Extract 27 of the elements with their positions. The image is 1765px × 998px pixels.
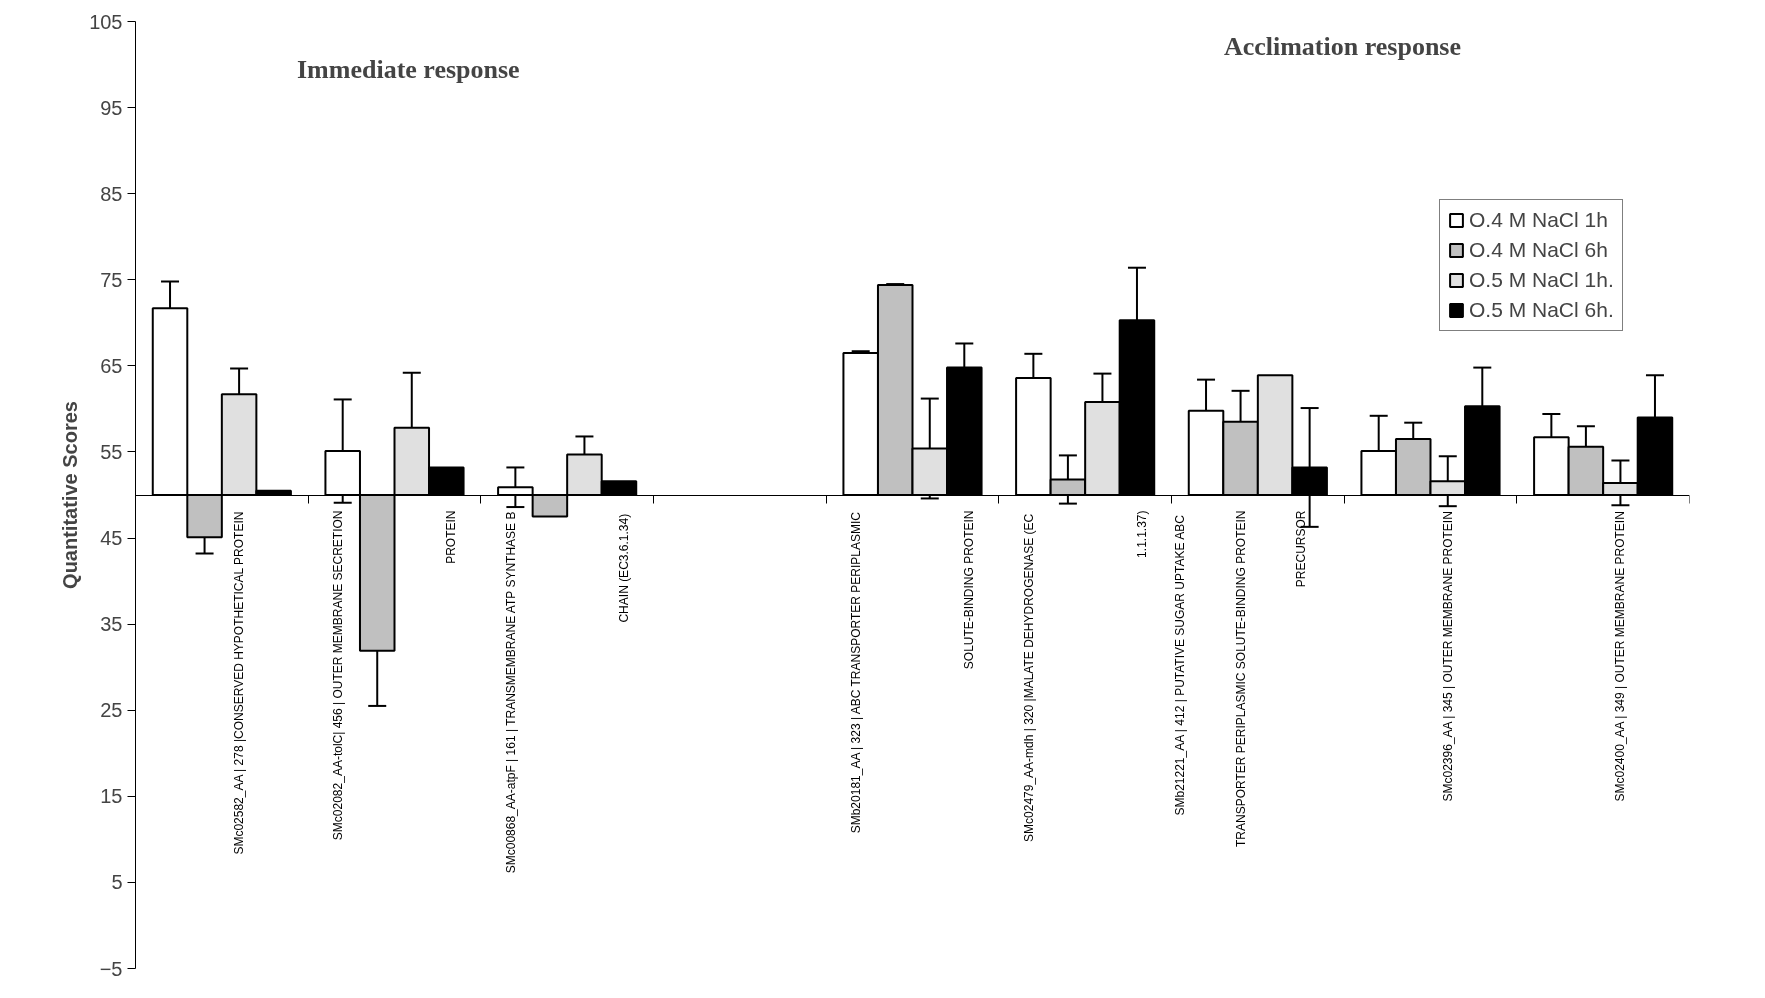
y-tick-label: 85 xyxy=(100,182,123,205)
legend-label: O.4 M NaCl 1h xyxy=(1469,208,1608,232)
y-tick-label: 55 xyxy=(100,440,123,463)
category-label: SMc00868_AA-atpF | 161 | TRANSMEMBRANE ATP SYNTHASE B CHAIN (EC3.6.1.34) xyxy=(503,511,631,874)
y-tick-label: 35 xyxy=(100,613,123,636)
legend-label: O.4 M NaCl 6h xyxy=(1469,238,1608,262)
y-tick-label: 5 xyxy=(111,871,123,894)
category-label: SMc02082_AA-tolC| 456 | OUTER MEMBRANE SECRETION PROTEIN xyxy=(331,510,458,841)
annotation: Acclimation response xyxy=(1223,31,1462,61)
y-tick-label: 95 xyxy=(100,96,123,119)
x-tick-label: SMc02396_AA | 345 | OUTER MEMBRANE PROTEIN xyxy=(1440,511,1455,802)
category-label: SMb20181_AA | 323 | ABC TRANSPORTER PERIPLASMIC SOLUTE-BINDING PROTEIN xyxy=(849,510,976,834)
y-tick-label: 105 xyxy=(89,10,123,33)
legend-label: O.5 M NaCl 1h. xyxy=(1469,268,1614,292)
x-tick-label: SMc02582_AA | 278 |CONSERVED HYPOTHETICAL PROTEIN xyxy=(232,511,247,855)
y-tick-label: 75 xyxy=(100,268,123,291)
y-tick-label: 15 xyxy=(100,785,123,808)
y-tick-label: 65 xyxy=(100,354,123,377)
category-label: SMc02479_AA-mdh | 320 |MALATE DEHYDROGENASE (EC 1.1.1.37) xyxy=(1021,510,1149,842)
y-axis-title: Quantitative Scores xyxy=(59,401,82,589)
y-tick-label: −5 xyxy=(99,957,123,980)
category-label: SMb21221_AA | 412 | PUTATIVE SUGAR UPTAKE ABC TRANSPORTER PERIPLASMIC SOLUTE-BINDING PROTEIN PRECURSOR xyxy=(1173,510,1308,847)
y-tick-label: 25 xyxy=(100,699,123,722)
legend-label: O.5 M NaCl 6h. xyxy=(1469,298,1614,322)
y-tick-label: 45 xyxy=(100,527,123,550)
annotation: Immediate response xyxy=(296,55,520,85)
x-tick-label: SMc02400_AA | 349 | OUTER MEMBRANE PROTEIN xyxy=(1613,511,1628,802)
